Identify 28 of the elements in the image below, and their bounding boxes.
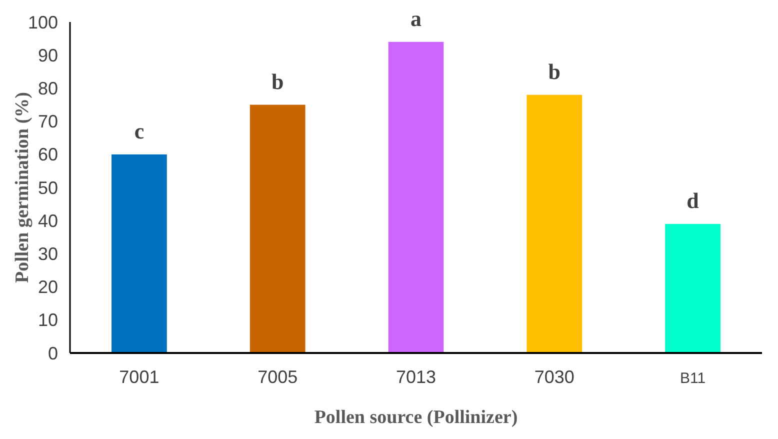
bar [250,104,306,353]
annotation: d [686,188,699,213]
y-axis-title: Pollen germination (%) [12,92,33,284]
annotation: a [410,6,422,31]
y-tick-label: 50 [38,178,58,198]
y-tick-label: 10 [38,310,58,330]
y-tick-label: 80 [38,78,58,98]
y-tick-label: 60 [38,144,58,165]
annotation: b [271,68,284,94]
x-tick-label: 7013 [396,367,436,387]
bar [112,154,167,353]
bar [388,42,444,353]
annotation: c [134,118,144,144]
x-tick-label: 7005 [258,367,298,387]
bar [665,224,720,353]
y-tick-label: 0 [48,343,58,364]
annotation: b [548,58,561,84]
x-tick-label: B11 [680,370,706,387]
y-tick-label: 100 [28,12,58,32]
x-axis-title: Pollen source (Pollinizer) [314,407,518,428]
y-tick-label: 90 [38,45,58,66]
y-tick-label: 30 [38,244,58,264]
x-tick-label: 7030 [534,367,574,387]
y-tick-label: 40 [38,210,58,231]
bar [526,94,582,353]
y-tick-label: 70 [38,112,58,132]
x-tick-label: 7001 [119,367,160,387]
y-tick-label: 20 [38,277,58,298]
